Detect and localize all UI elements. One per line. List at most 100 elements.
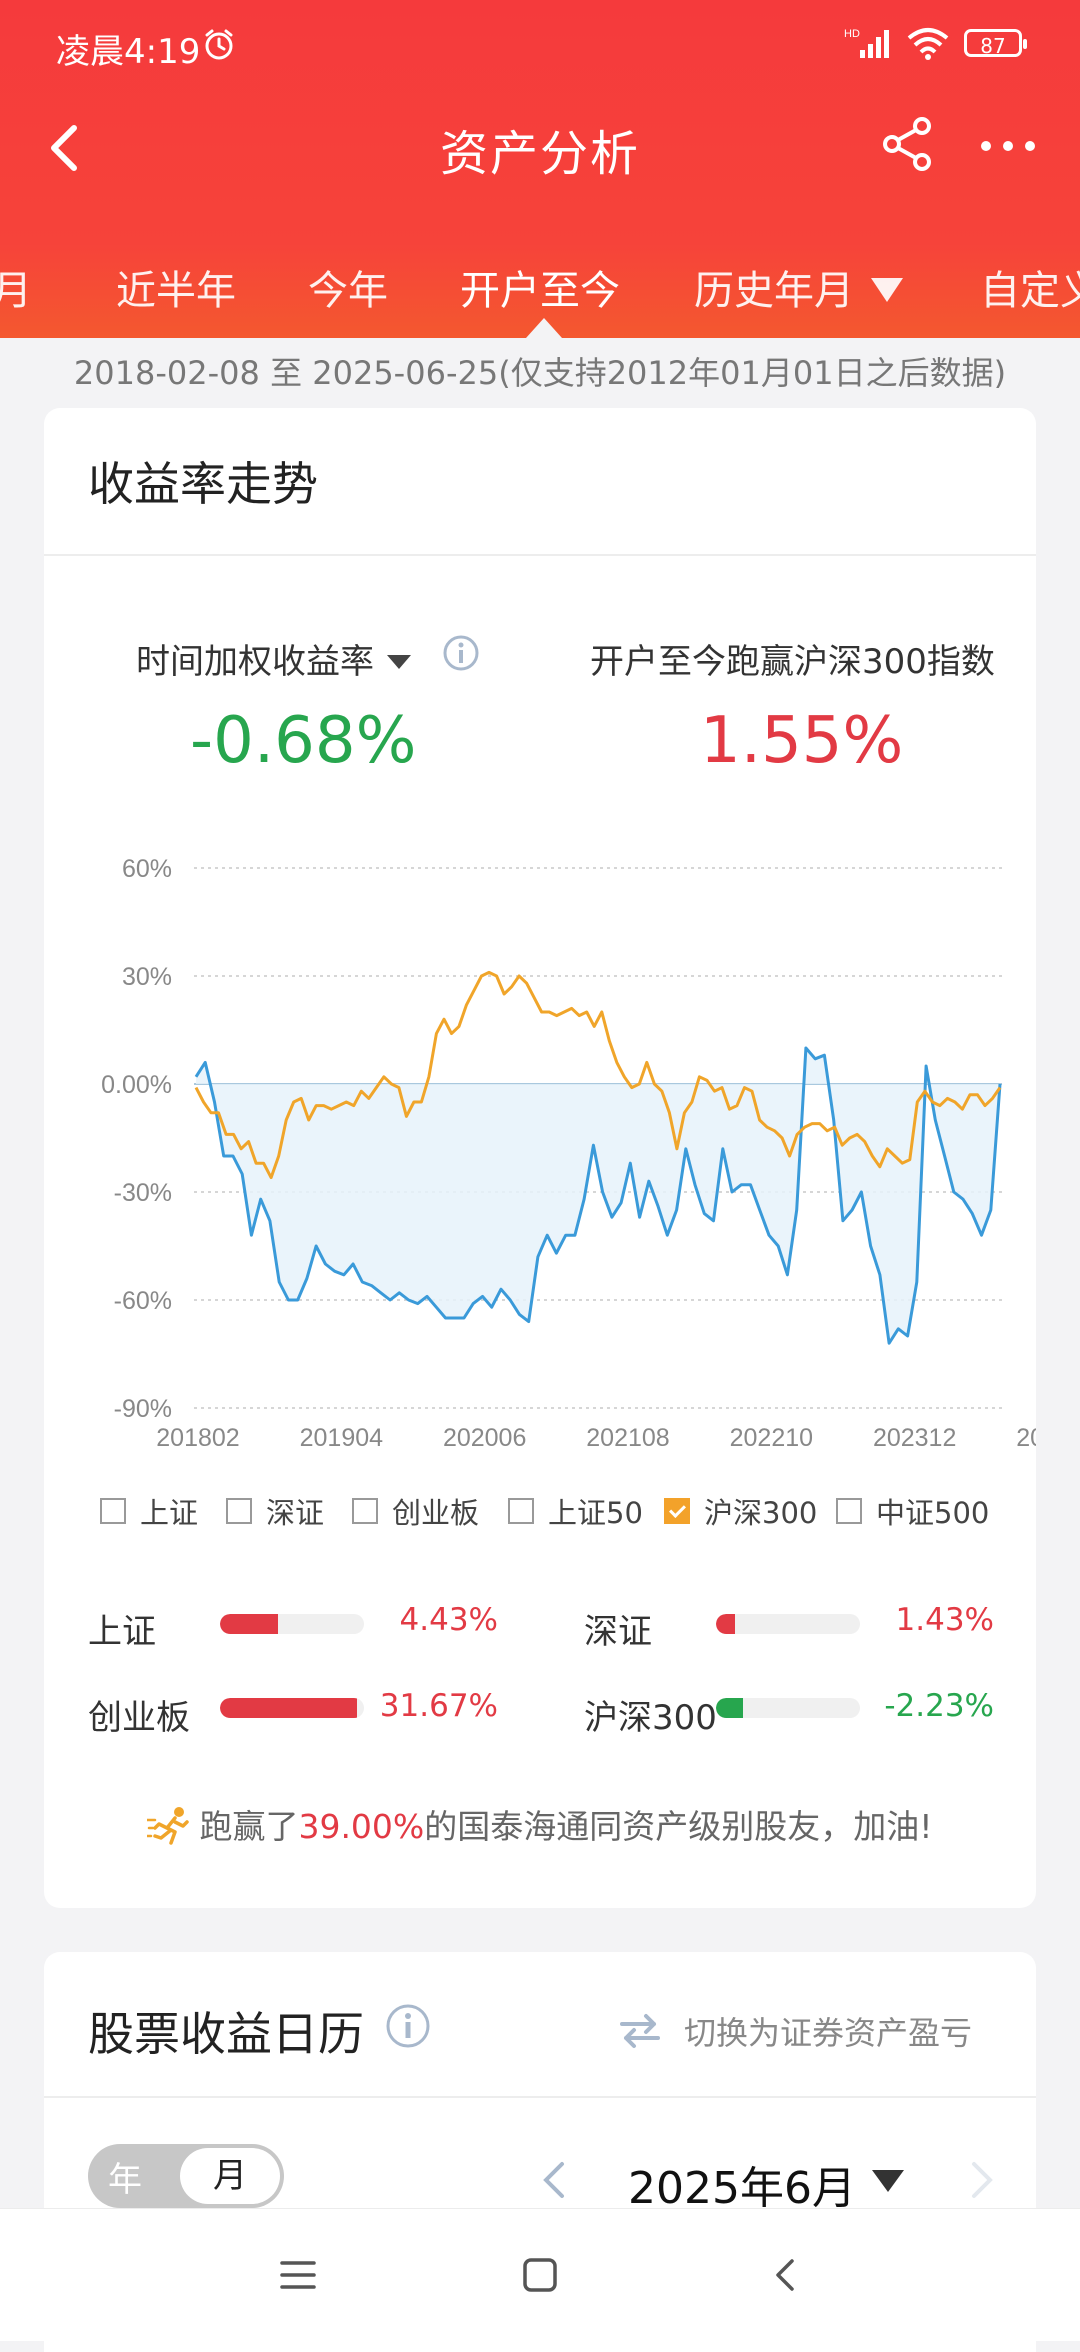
status-time: 凌晨4:19	[56, 32, 201, 72]
back-nav-icon[interactable]	[766, 2255, 806, 2295]
info-icon[interactable]	[442, 634, 480, 672]
ranking-percent: 39.00%	[298, 1807, 425, 1846]
tab-this-year[interactable]: 今年	[308, 268, 388, 314]
dropdown-arrow-icon	[870, 278, 903, 302]
current-month[interactable]: 2025年6月	[628, 2163, 856, 2214]
toggle-year[interactable]: 年	[108, 2160, 142, 2200]
y-tick-label: 30%	[122, 963, 172, 991]
checkbox[interactable]	[100, 1498, 126, 1524]
checkbox[interactable]	[226, 1498, 252, 1524]
legend-zhongzheng500[interactable]: 中证500	[836, 1490, 989, 1532]
series-line-0	[194, 1046, 1002, 1345]
status-bar: 凌晨4:19 HD 87	[0, 0, 1080, 96]
x-tick-label: 201802	[156, 1424, 239, 1452]
active-tab-indicator	[526, 318, 562, 338]
x-tick-label: 202502	[1016, 1424, 1036, 1452]
index-legend: 上证 深证 创业板 上证50 沪深300 中证500	[100, 1490, 1020, 1540]
y-tick-label: -90%	[114, 1395, 172, 1423]
more-icon[interactable]	[976, 114, 1040, 178]
checkbox-checked[interactable]	[664, 1498, 690, 1524]
y-tick-label: 60%	[122, 855, 172, 883]
home-icon[interactable]	[520, 2255, 560, 2295]
y-tick-label: -60%	[114, 1287, 172, 1315]
cmp-bar-shenzheng	[716, 1614, 860, 1634]
legend-chuangyeban[interactable]: 创业板	[352, 1490, 479, 1532]
cmp-value-hushen300: -2.23%	[884, 1688, 994, 1724]
share-icon[interactable]	[876, 112, 940, 176]
y-tick-label: 0.00%	[101, 1071, 172, 1099]
app-header: 凌晨4:19 HD 87 资产分析	[0, 0, 1080, 338]
tab-history-label: 历史年月	[694, 268, 854, 314]
beat-index-label: 开户至今跑赢沪深300指数	[590, 642, 995, 682]
tab-custom[interactable]: 自定义	[980, 268, 1080, 314]
prev-month-icon[interactable]	[536, 2158, 572, 2202]
switch-view-label: 切换为证券资产盈亏	[684, 2014, 973, 2052]
y-tick-label: -30%	[114, 1179, 172, 1207]
twr-value: -0.68%	[190, 704, 417, 778]
cmp-label-chuangyeban: 创业板	[88, 1698, 190, 1738]
tab-since-open[interactable]: 开户至今	[460, 268, 620, 314]
menu-icon[interactable]	[278, 2257, 318, 2293]
cmp-bar-shangzheng	[220, 1614, 364, 1634]
back-button[interactable]	[34, 116, 98, 180]
cmp-value-shangzheng: 4.43%	[399, 1602, 498, 1638]
cmp-value-chuangyeban: 31.67%	[379, 1688, 498, 1724]
info-icon[interactable]	[384, 2002, 432, 2050]
legend-hushen300[interactable]: 沪深300	[664, 1490, 817, 1532]
cmp-value-shenzheng: 1.43%	[895, 1602, 994, 1638]
legend-label: 中证500	[876, 1496, 990, 1530]
year-month-toggle[interactable]: 年 月	[88, 2144, 284, 2208]
cmp-bar-hushen300	[716, 1698, 860, 1718]
legend-label: 上证50	[548, 1496, 643, 1530]
series-area-0	[196, 1048, 1000, 1344]
series-line-1	[194, 970, 1002, 1180]
calendar-card-title: 股票收益日历	[88, 2007, 364, 2061]
twr-selector[interactable]: 时间加权收益率	[136, 634, 413, 683]
legend-label: 深证	[266, 1496, 325, 1530]
legend-shenzheng[interactable]: 深证	[226, 1490, 324, 1532]
checkbox[interactable]	[508, 1498, 534, 1524]
legend-label: 创业板	[392, 1496, 480, 1530]
ranking-message: 跑赢了39.00%的国泰海通同资产级别股友，加油!	[44, 1800, 1036, 1848]
legend-shangzheng50[interactable]: 上证50	[508, 1490, 643, 1532]
wifi-icon	[907, 28, 949, 60]
card-divider	[44, 554, 1036, 556]
x-tick-label: 201904	[300, 1424, 384, 1452]
legend-label: 上证	[140, 1496, 199, 1530]
signal-icon: HD	[844, 28, 889, 58]
legend-label: 沪深300	[704, 1496, 818, 1530]
swap-icon	[620, 2014, 660, 2048]
period-tabs: 月 近半年 今年 开户至今 历史年月 自定义	[0, 238, 1080, 338]
x-tick-label: 202210	[730, 1424, 813, 1452]
beat-index-value: 1.55%	[700, 704, 904, 778]
x-tick-label: 202312	[873, 1424, 956, 1452]
tab-month[interactable]: 月	[0, 268, 32, 314]
nav-bar: 资产分析	[0, 96, 1080, 236]
runner-icon	[147, 1807, 190, 1845]
returns-card: 收益率走势 时间加权收益率 -0.68% 开户至今跑赢沪深300指数 1.55%…	[44, 408, 1036, 1908]
page-title: 资产分析	[439, 126, 640, 182]
alarm-icon	[205, 29, 233, 60]
battery-icon: 87	[964, 29, 1027, 58]
next-month-icon[interactable]	[964, 2158, 1000, 2202]
date-range: 2018-02-08 至 2025-06-25(仅支持2012年01月01日之后…	[73, 354, 1007, 392]
returns-card-title: 收益率走势	[88, 457, 318, 511]
cmp-label-shenzheng: 深证	[584, 1612, 652, 1652]
cmp-label-hushen300: 沪深300	[584, 1698, 717, 1738]
cmp-bar-chuangyeban	[220, 1698, 364, 1718]
checkbox[interactable]	[836, 1498, 862, 1524]
x-tick-label: 202006	[443, 1424, 526, 1452]
ranking-prefix: 跑赢了	[199, 1807, 299, 1846]
x-tick-label: 202108	[586, 1424, 669, 1452]
tab-history[interactable]: 历史年月	[694, 258, 907, 316]
system-nav-bar	[0, 2208, 1080, 2341]
legend-shangzheng[interactable]: 上证	[100, 1490, 198, 1532]
cmp-label-shangzheng: 上证	[88, 1612, 156, 1652]
checkbox[interactable]	[352, 1498, 378, 1524]
month-dropdown-icon[interactable]	[868, 2166, 908, 2196]
network-type: HD	[844, 28, 860, 40]
toggle-month[interactable]: 月	[180, 2148, 280, 2204]
switch-view-button[interactable]: 切换为证券资产盈亏	[618, 2008, 972, 2054]
returns-line-chart: 60% 30% 0.00% -30% -60% -90%201802 201904 20200…	[101, 855, 1036, 1452]
tab-half-year[interactable]: 近半年	[116, 268, 236, 314]
